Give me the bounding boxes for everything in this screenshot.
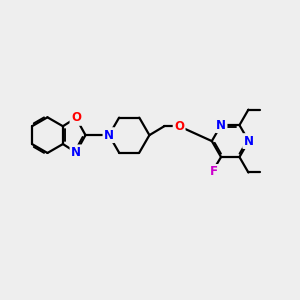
Text: N: N <box>216 118 226 132</box>
Text: F: F <box>210 165 218 178</box>
Text: N: N <box>71 146 81 159</box>
Text: O: O <box>174 120 184 133</box>
Text: N: N <box>244 135 254 148</box>
Text: N: N <box>104 129 114 142</box>
Text: O: O <box>71 111 81 124</box>
